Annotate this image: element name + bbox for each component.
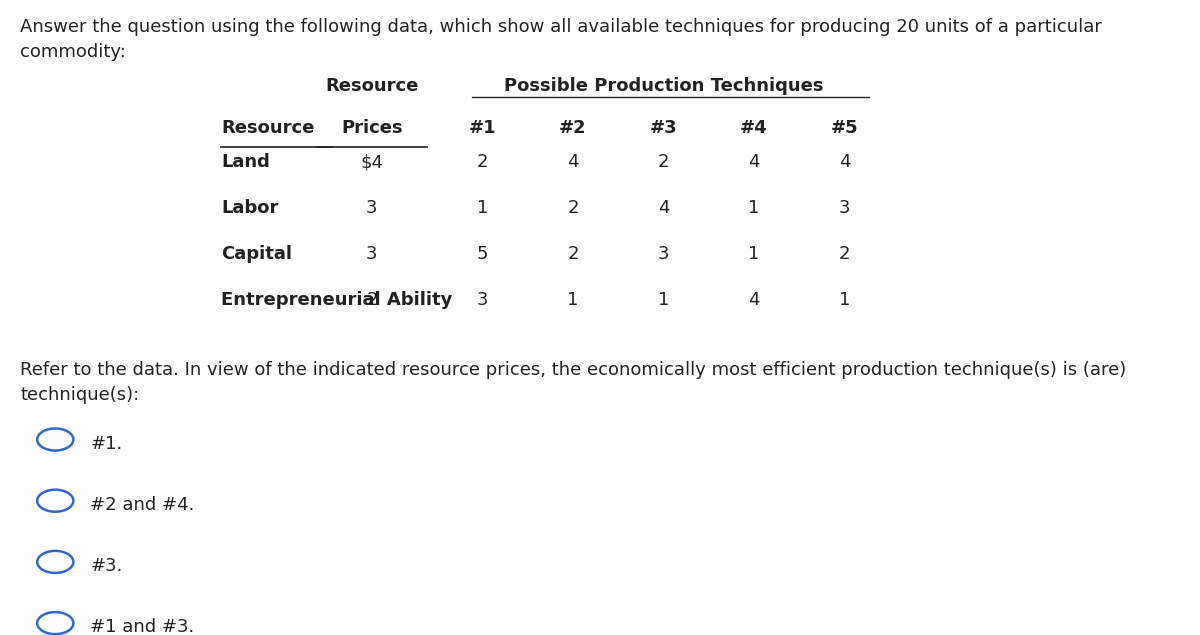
Text: 4: 4 xyxy=(748,291,760,309)
Text: 3: 3 xyxy=(366,245,378,263)
Text: 1: 1 xyxy=(748,199,760,217)
Text: 2: 2 xyxy=(839,245,850,263)
Text: 1: 1 xyxy=(568,291,578,309)
Text: 1: 1 xyxy=(748,245,760,263)
Text: Refer to the data. In view of the indicated resource prices, the economically mo: Refer to the data. In view of the indica… xyxy=(20,361,1127,404)
Text: #1.: #1. xyxy=(90,434,122,453)
Text: 2: 2 xyxy=(658,153,670,171)
Text: 2: 2 xyxy=(476,153,488,171)
Text: 3: 3 xyxy=(476,291,488,309)
Text: 4: 4 xyxy=(748,153,760,171)
Text: 3: 3 xyxy=(366,199,378,217)
Text: Capital: Capital xyxy=(221,245,292,263)
Text: 1: 1 xyxy=(658,291,670,309)
Text: 3: 3 xyxy=(658,245,670,263)
Text: Answer the question using the following data, which show all available technique: Answer the question using the following … xyxy=(20,18,1102,62)
Text: Resource: Resource xyxy=(325,77,419,95)
Text: 5: 5 xyxy=(476,245,488,263)
Text: #5: #5 xyxy=(830,119,858,137)
Text: 2: 2 xyxy=(366,291,378,309)
Text: 4: 4 xyxy=(839,153,850,171)
Text: #2: #2 xyxy=(559,119,587,137)
Text: #2 and #4.: #2 and #4. xyxy=(90,496,194,514)
Text: #1: #1 xyxy=(469,119,497,137)
Text: 2: 2 xyxy=(568,199,578,217)
Text: Resource: Resource xyxy=(221,119,314,137)
Text: 1: 1 xyxy=(839,291,850,309)
Text: Prices: Prices xyxy=(341,119,403,137)
Text: 1: 1 xyxy=(476,199,488,217)
Text: $4: $4 xyxy=(360,153,384,171)
Text: #4: #4 xyxy=(740,119,768,137)
Text: #3.: #3. xyxy=(90,557,122,575)
Text: Labor: Labor xyxy=(221,199,278,217)
Text: #1 and #3.: #1 and #3. xyxy=(90,618,194,635)
Text: #3: #3 xyxy=(649,119,677,137)
Text: 3: 3 xyxy=(839,199,850,217)
Text: Possible Production Techniques: Possible Production Techniques xyxy=(504,77,823,95)
Text: 4: 4 xyxy=(568,153,578,171)
Text: Land: Land xyxy=(221,153,270,171)
Text: 4: 4 xyxy=(658,199,670,217)
Text: 2: 2 xyxy=(568,245,578,263)
Text: Entrepreneurial Ability: Entrepreneurial Ability xyxy=(221,291,452,309)
